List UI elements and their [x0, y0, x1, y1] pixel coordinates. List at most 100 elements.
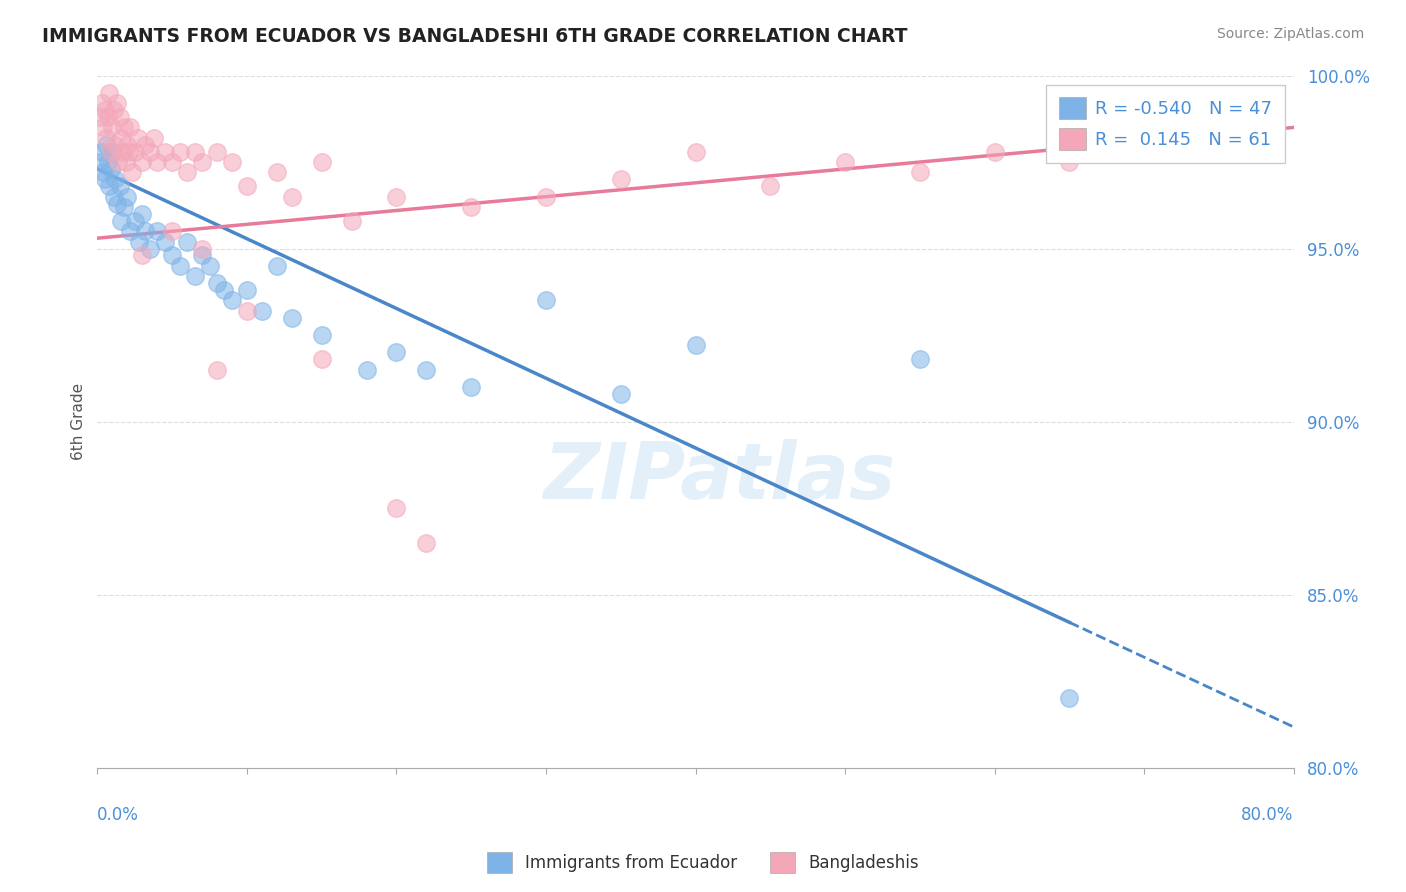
- Point: [834, 155, 856, 169]
- Point: [610, 387, 633, 401]
- Point: [128, 235, 150, 249]
- Point: [89, 155, 111, 169]
- Point: [131, 207, 153, 221]
- Point: [117, 189, 139, 203]
- Point: [146, 224, 169, 238]
- Point: [266, 259, 288, 273]
- Point: [103, 189, 125, 203]
- Point: [214, 283, 236, 297]
- Point: [385, 189, 408, 203]
- Point: [94, 172, 117, 186]
- Point: [98, 179, 121, 194]
- Point: [131, 155, 153, 169]
- Point: [1133, 137, 1156, 152]
- Point: [908, 165, 931, 179]
- Point: [415, 362, 437, 376]
- Point: [90, 96, 112, 111]
- Point: [460, 200, 482, 214]
- Point: [183, 269, 205, 284]
- Point: [160, 224, 183, 238]
- Point: [124, 145, 146, 159]
- Point: [160, 248, 183, 262]
- Point: [146, 155, 169, 169]
- Point: [111, 145, 134, 159]
- Point: [340, 214, 363, 228]
- Point: [143, 131, 166, 145]
- Point: [236, 283, 259, 297]
- Point: [281, 189, 304, 203]
- Point: [908, 352, 931, 367]
- Point: [101, 145, 124, 159]
- Point: [138, 242, 160, 256]
- Point: [90, 145, 112, 159]
- Point: [97, 110, 120, 124]
- Point: [104, 172, 127, 186]
- Point: [176, 165, 198, 179]
- Point: [205, 145, 228, 159]
- Point: [138, 145, 160, 159]
- Point: [176, 235, 198, 249]
- Point: [266, 165, 288, 179]
- Point: [103, 103, 125, 117]
- Point: [1208, 120, 1230, 135]
- Point: [100, 145, 122, 159]
- Point: [183, 145, 205, 159]
- Point: [153, 145, 176, 159]
- Point: [169, 259, 191, 273]
- Point: [91, 120, 114, 135]
- Point: [120, 120, 142, 135]
- Point: [120, 224, 142, 238]
- Point: [311, 155, 333, 169]
- Point: [117, 137, 139, 152]
- Point: [534, 293, 557, 308]
- Point: [127, 131, 149, 145]
- Point: [118, 145, 141, 159]
- Point: [685, 338, 707, 352]
- Point: [1059, 155, 1081, 169]
- Point: [94, 103, 117, 117]
- Point: [983, 145, 1005, 159]
- Point: [191, 155, 214, 169]
- Text: 80.0%: 80.0%: [1241, 805, 1294, 824]
- Point: [191, 242, 214, 256]
- Point: [311, 328, 333, 343]
- Point: [101, 120, 124, 135]
- Point: [110, 131, 132, 145]
- Point: [311, 352, 333, 367]
- Point: [107, 155, 129, 169]
- Point: [100, 161, 122, 176]
- Point: [759, 179, 782, 194]
- Point: [96, 131, 118, 145]
- Point: [105, 96, 128, 111]
- Point: [356, 362, 378, 376]
- Point: [160, 155, 183, 169]
- Point: [191, 248, 214, 262]
- Point: [134, 224, 156, 238]
- Point: [169, 145, 191, 159]
- Text: Source: ZipAtlas.com: Source: ZipAtlas.com: [1216, 27, 1364, 41]
- Point: [108, 179, 131, 194]
- Point: [1059, 691, 1081, 706]
- Point: [685, 145, 707, 159]
- Point: [121, 165, 143, 179]
- Point: [221, 293, 243, 308]
- Point: [610, 172, 633, 186]
- Point: [250, 304, 273, 318]
- Point: [281, 310, 304, 325]
- Point: [534, 189, 557, 203]
- Point: [108, 110, 131, 124]
- Text: ZIPatlas: ZIPatlas: [543, 439, 896, 515]
- Point: [236, 179, 259, 194]
- Point: [112, 200, 135, 214]
- Point: [98, 86, 121, 100]
- Point: [415, 535, 437, 549]
- Point: [112, 120, 135, 135]
- Point: [91, 165, 114, 179]
- Point: [385, 501, 408, 516]
- Text: IMMIGRANTS FROM ECUADOR VS BANGLADESHI 6TH GRADE CORRELATION CHART: IMMIGRANTS FROM ECUADOR VS BANGLADESHI 6…: [42, 27, 908, 45]
- Legend: Immigrants from Ecuador, Bangladeshis: Immigrants from Ecuador, Bangladeshis: [479, 846, 927, 880]
- Point: [205, 362, 228, 376]
- Legend: R = -0.540   N = 47, R =  0.145   N = 61: R = -0.540 N = 47, R = 0.145 N = 61: [1046, 85, 1285, 163]
- Point: [105, 196, 128, 211]
- Point: [198, 259, 221, 273]
